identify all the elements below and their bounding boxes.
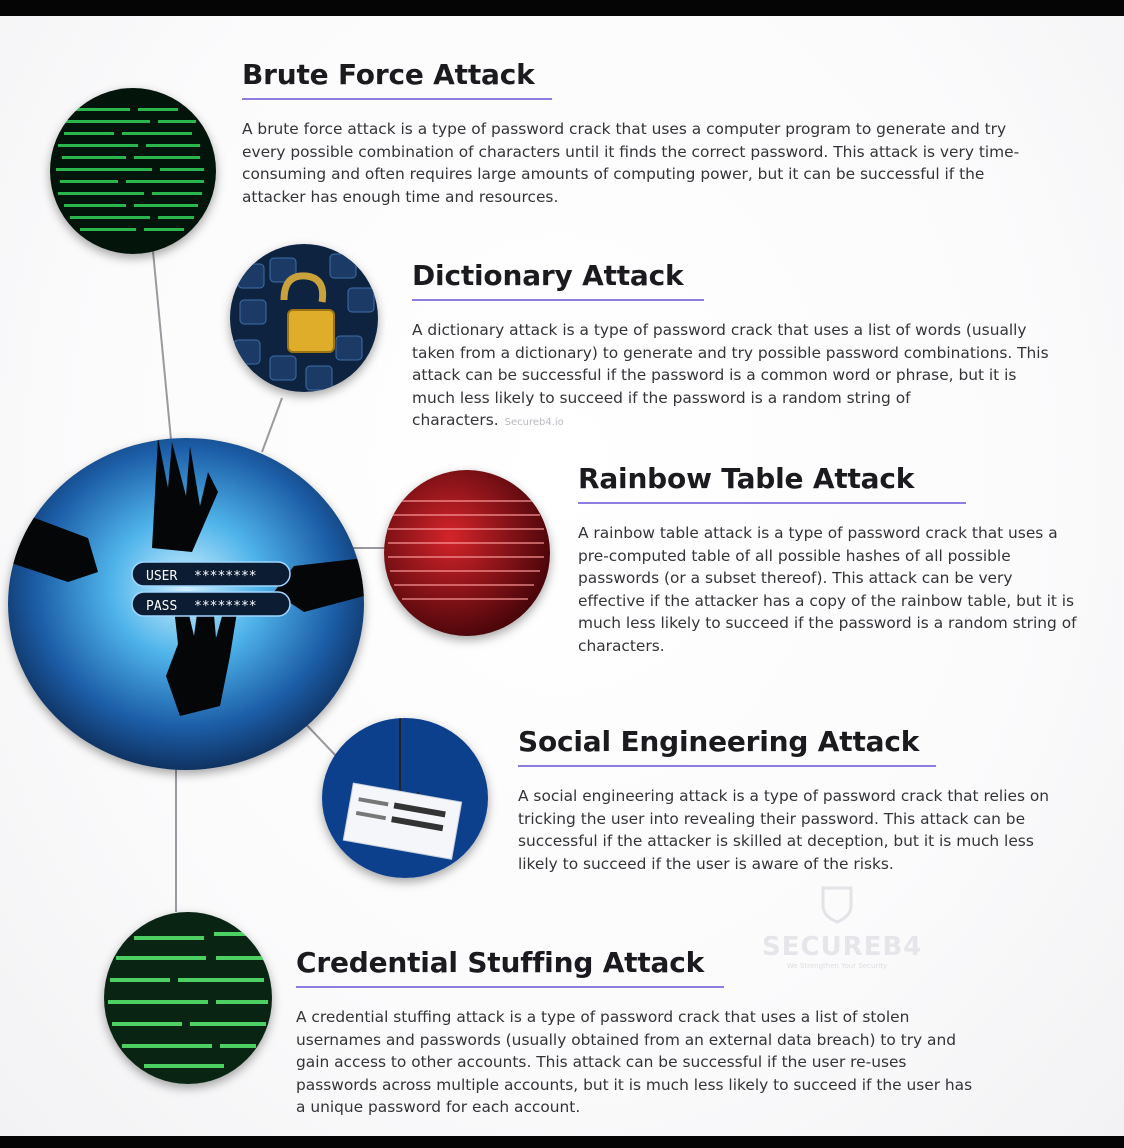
top-border (0, 0, 1124, 16)
dictionary-image (230, 244, 378, 392)
brute-force-body: A brute force attack is a type of passwo… (242, 120, 1020, 206)
user-masked: ******** (194, 569, 257, 584)
title-underline (578, 502, 966, 504)
section-rainbow-table: Rainbow Table Attack A rainbow table att… (578, 462, 1088, 657)
brute-force-image (50, 88, 216, 254)
bottom-border (0, 1136, 1124, 1148)
title-underline (242, 98, 552, 100)
keyboard-padlock-icon (230, 244, 378, 392)
secureb4-logo: SECUREB4 We Strengthen Your Security (762, 884, 923, 970)
binary-red-icon (384, 470, 550, 636)
pass-label: PASS (146, 599, 177, 614)
rainbow-table-title: Rainbow Table Attack (578, 462, 915, 495)
matrix-code-icon (50, 88, 216, 254)
social-engineering-body: A social engineering attack is a type of… (518, 787, 1050, 873)
social-engineering-title: Social Engineering Attack (518, 725, 920, 758)
hero-login-image: USER ******** PASS ******** (8, 438, 364, 770)
title-underline (518, 765, 936, 767)
rainbow-table-image (384, 470, 550, 636)
dictionary-body-text: A dictionary attack is a type of passwor… (412, 321, 1049, 429)
section-credential-stuffing: Credential Stuffing Attack A credential … (296, 946, 986, 1119)
phishing-hook-icon (322, 718, 488, 878)
pass-masked: ******** (194, 599, 257, 614)
logo-wordmark: SECUREB4 (762, 932, 923, 962)
green-code-icon (104, 912, 272, 1084)
credential-stuffing-body: A credential stuffing attack is a type o… (296, 1008, 973, 1116)
dictionary-title: Dictionary Attack (412, 259, 684, 292)
user-label: USER (146, 569, 177, 584)
social-engineering-image (322, 718, 488, 878)
section-dictionary: Dictionary Attack A dictionary attack is… (412, 259, 1064, 435)
credential-stuffing-title: Credential Stuffing Attack (296, 946, 705, 979)
inline-watermark: Secureb4.io (504, 417, 564, 428)
title-underline (412, 299, 704, 301)
hands-login-icon: USER ******** PASS ******** (8, 438, 364, 770)
logo-tagline: We Strengthen Your Security (786, 962, 888, 970)
brute-force-title: Brute Force Attack (242, 58, 535, 91)
title-underline (296, 986, 724, 988)
rainbow-table-body: A rainbow table attack is a type of pass… (578, 524, 1077, 655)
credential-stuffing-image (104, 912, 272, 1084)
shield-logo-icon (821, 886, 853, 924)
section-social-engineering: Social Engineering Attack A social engin… (518, 725, 1058, 875)
section-brute-force: Brute Force Attack A brute force attack … (242, 58, 1032, 208)
dictionary-body: A dictionary attack is a type of passwor… (412, 319, 1062, 435)
